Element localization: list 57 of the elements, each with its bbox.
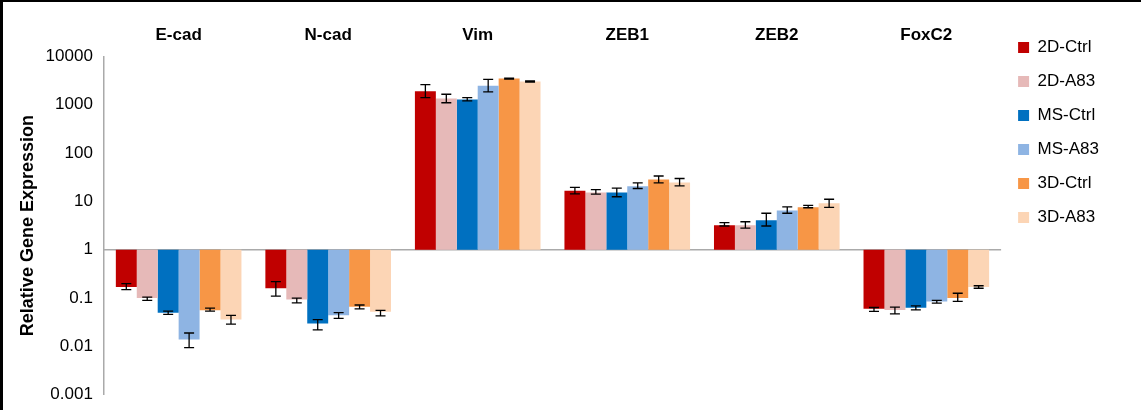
legend-label: MS-A83 (1037, 139, 1100, 159)
bar (669, 182, 691, 250)
y-tick-label: 1 (83, 239, 93, 259)
legend-label: 2D-Ctrl (1037, 37, 1092, 57)
bar (370, 249, 391, 312)
bar (585, 192, 607, 250)
bar (136, 249, 158, 299)
legend-label: 3D-A83 (1037, 207, 1096, 227)
bar (863, 249, 885, 309)
bar (498, 78, 520, 250)
y-tick-label: 0.1 (69, 287, 93, 307)
bar (349, 249, 371, 307)
bar (755, 220, 777, 250)
bar (307, 249, 329, 324)
bar (564, 190, 586, 250)
bar (627, 186, 649, 250)
y-tick-label: 0.001 (50, 384, 93, 404)
bar (905, 249, 927, 308)
bar (797, 207, 819, 250)
x-tick-label: FoxC2 (900, 24, 953, 44)
bar (414, 91, 436, 250)
y-tick-label: 0.01 (59, 336, 93, 356)
y-tick-label: 100 (64, 142, 93, 162)
bar (968, 249, 990, 287)
bar (199, 249, 221, 311)
bar (926, 249, 948, 302)
y-tick-label: 1000 (55, 94, 93, 114)
legend-label: 2D-A83 (1037, 71, 1096, 91)
bar (265, 249, 287, 289)
bar (435, 98, 457, 250)
bar (220, 249, 242, 320)
bar (115, 249, 137, 287)
bar (818, 203, 840, 250)
bar (884, 249, 906, 310)
y-tick-label: 10 (73, 191, 93, 211)
bar (648, 179, 670, 250)
bar (606, 192, 628, 250)
x-tick-label: ZEB2 (755, 24, 799, 44)
bar (456, 99, 478, 250)
bar (328, 249, 350, 316)
bar (734, 225, 756, 250)
bar (947, 249, 969, 299)
bar (157, 249, 179, 313)
bar (286, 249, 308, 300)
legend-label: MS-Ctrl (1037, 105, 1096, 125)
bar (477, 85, 499, 250)
x-tick-label: N-cad (304, 24, 352, 44)
bar (178, 249, 200, 340)
y-tick-label: 10000 (45, 46, 93, 66)
bar (776, 210, 798, 250)
bar (713, 225, 735, 250)
x-tick-label: Vim (462, 24, 494, 44)
bar (519, 81, 541, 250)
x-tick-label: E-cad (155, 24, 202, 44)
legend-label: 3D-Ctrl (1037, 173, 1092, 193)
x-tick-label: ZEB1 (605, 24, 649, 44)
y-axis-title: Relative Gene Expression (16, 115, 37, 337)
